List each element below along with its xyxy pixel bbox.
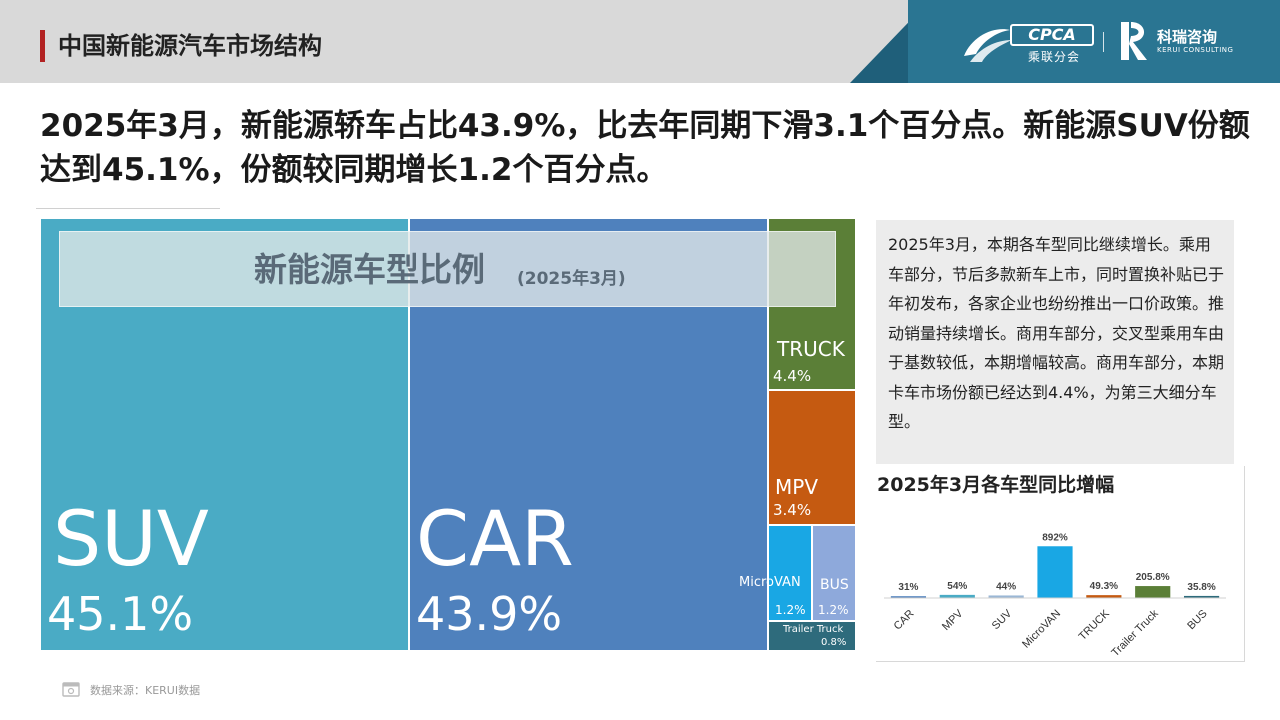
title-accent-bar — [40, 30, 45, 62]
keruii-logo: 科瑞咨询 KERUI CONSULTING — [1117, 20, 1257, 66]
treemap-cell-mpv: MPV 3.4% — [768, 390, 856, 525]
treemap-value-mpv: 3.4% — [773, 501, 812, 519]
keruii-k-icon — [1121, 22, 1147, 60]
treemap-label-suv: SUV — [53, 494, 209, 583]
bar-category-label: BUS — [1185, 608, 1209, 632]
bar-category-label: MPV — [940, 607, 966, 633]
treemap-title-box: 新能源车型比例 (2025年3月) — [59, 231, 836, 307]
logo-divider — [1103, 32, 1104, 52]
bar-category-label: TRUCK — [1077, 607, 1113, 643]
bar-suv — [988, 595, 1024, 598]
cpca-logo: CPCA 乘联分会 — [960, 18, 1100, 68]
bar-chart: 31% CAR 54% MPV 44% SUV 892% MicroVAN 49.3% TRUCK… — [884, 532, 1226, 659]
treemap-label-mpv: MPV — [775, 475, 818, 499]
logo-band-inner — [908, 0, 1280, 83]
treemap-subtitle: (2025年3月) — [517, 269, 626, 289]
treemap-label-trailer-truck: Trailer Truck — [783, 624, 844, 635]
page-title: 中国新能源汽车市场结构 — [58, 32, 322, 60]
cpca-swoosh-icon — [964, 29, 1012, 62]
cpca-logo-text: CPCA — [1010, 24, 1094, 46]
headline: 2025年3月，新能源轿车占比43.9%，比去年同期下滑3.1个百分点。新能源S… — [40, 108, 1250, 188]
bar-category-label: CAR — [892, 608, 917, 633]
treemap-value-trailer-truck: 0.8% — [821, 637, 847, 648]
bar-value-label: 892% — [1042, 532, 1068, 543]
bar-chart-frame-right — [1244, 466, 1245, 662]
bar-value-label: 205.8% — [1136, 572, 1170, 583]
data-source-icon — [62, 682, 80, 697]
bar-trailer-truck — [1135, 586, 1171, 598]
bar-value-label: 54% — [947, 581, 967, 592]
treemap-label-car: CAR — [416, 494, 574, 583]
bar-microvan — [1037, 546, 1073, 598]
bar-value-label: 44% — [996, 581, 1016, 592]
treemap-top-rule — [36, 208, 220, 209]
treemap-cell-microvan: MicroVAN 1.2% — [739, 525, 812, 621]
treemap-value-microvan: 1.2% — [775, 603, 806, 617]
bar-truck — [1086, 595, 1122, 598]
treemap-value-car: 43.9% — [416, 587, 563, 641]
treemap-label-truck: TRUCK — [777, 337, 845, 361]
bar-category-label: Trailer Truck — [1109, 607, 1161, 659]
treemap-title: 新能源车型比例 — [254, 250, 485, 289]
bar-mpv — [939, 594, 975, 598]
treemap-cell-bus: BUS 1.2% — [812, 525, 856, 621]
bar-value-label: 35.8% — [1187, 582, 1215, 593]
bar-car — [890, 596, 927, 598]
treemap-value-truck: 4.4% — [773, 367, 812, 385]
treemap-value-bus: 1.2% — [818, 603, 849, 617]
bar-chart-title: 2025年3月各车型同比增幅 — [877, 474, 1115, 496]
treemap-label-bus: BUS — [820, 577, 849, 593]
bar-value-label: 31% — [898, 582, 918, 593]
footer-source-text: 数据来源：KERUI数据 — [90, 684, 201, 697]
bar-chart-frame-bottom — [876, 661, 1245, 662]
treemap-cell-trailer-truck: Trailer Truck 0.8% — [768, 621, 856, 651]
cpca-logo-subtitle: 乘联分会 — [1027, 50, 1080, 64]
treemap-value-suv: 45.1% — [47, 587, 194, 641]
treemap-label-microvan: MicroVAN — [739, 575, 801, 590]
keruii-logo-en: KERUI CONSULTING — [1157, 46, 1234, 54]
keruii-logo-cn: 科瑞咨询 — [1157, 28, 1218, 46]
commentary-box: 2025年3月，本期各车型同比继续增长。乘用车部分，节后多款新车上市，同时置换补… — [876, 220, 1234, 464]
bar-category-label: SUV — [990, 607, 1015, 632]
bar-value-label: 49.3% — [1090, 581, 1118, 592]
bar-category-label: MicroVAN — [1020, 608, 1063, 651]
bar-bus — [1183, 595, 1220, 598]
